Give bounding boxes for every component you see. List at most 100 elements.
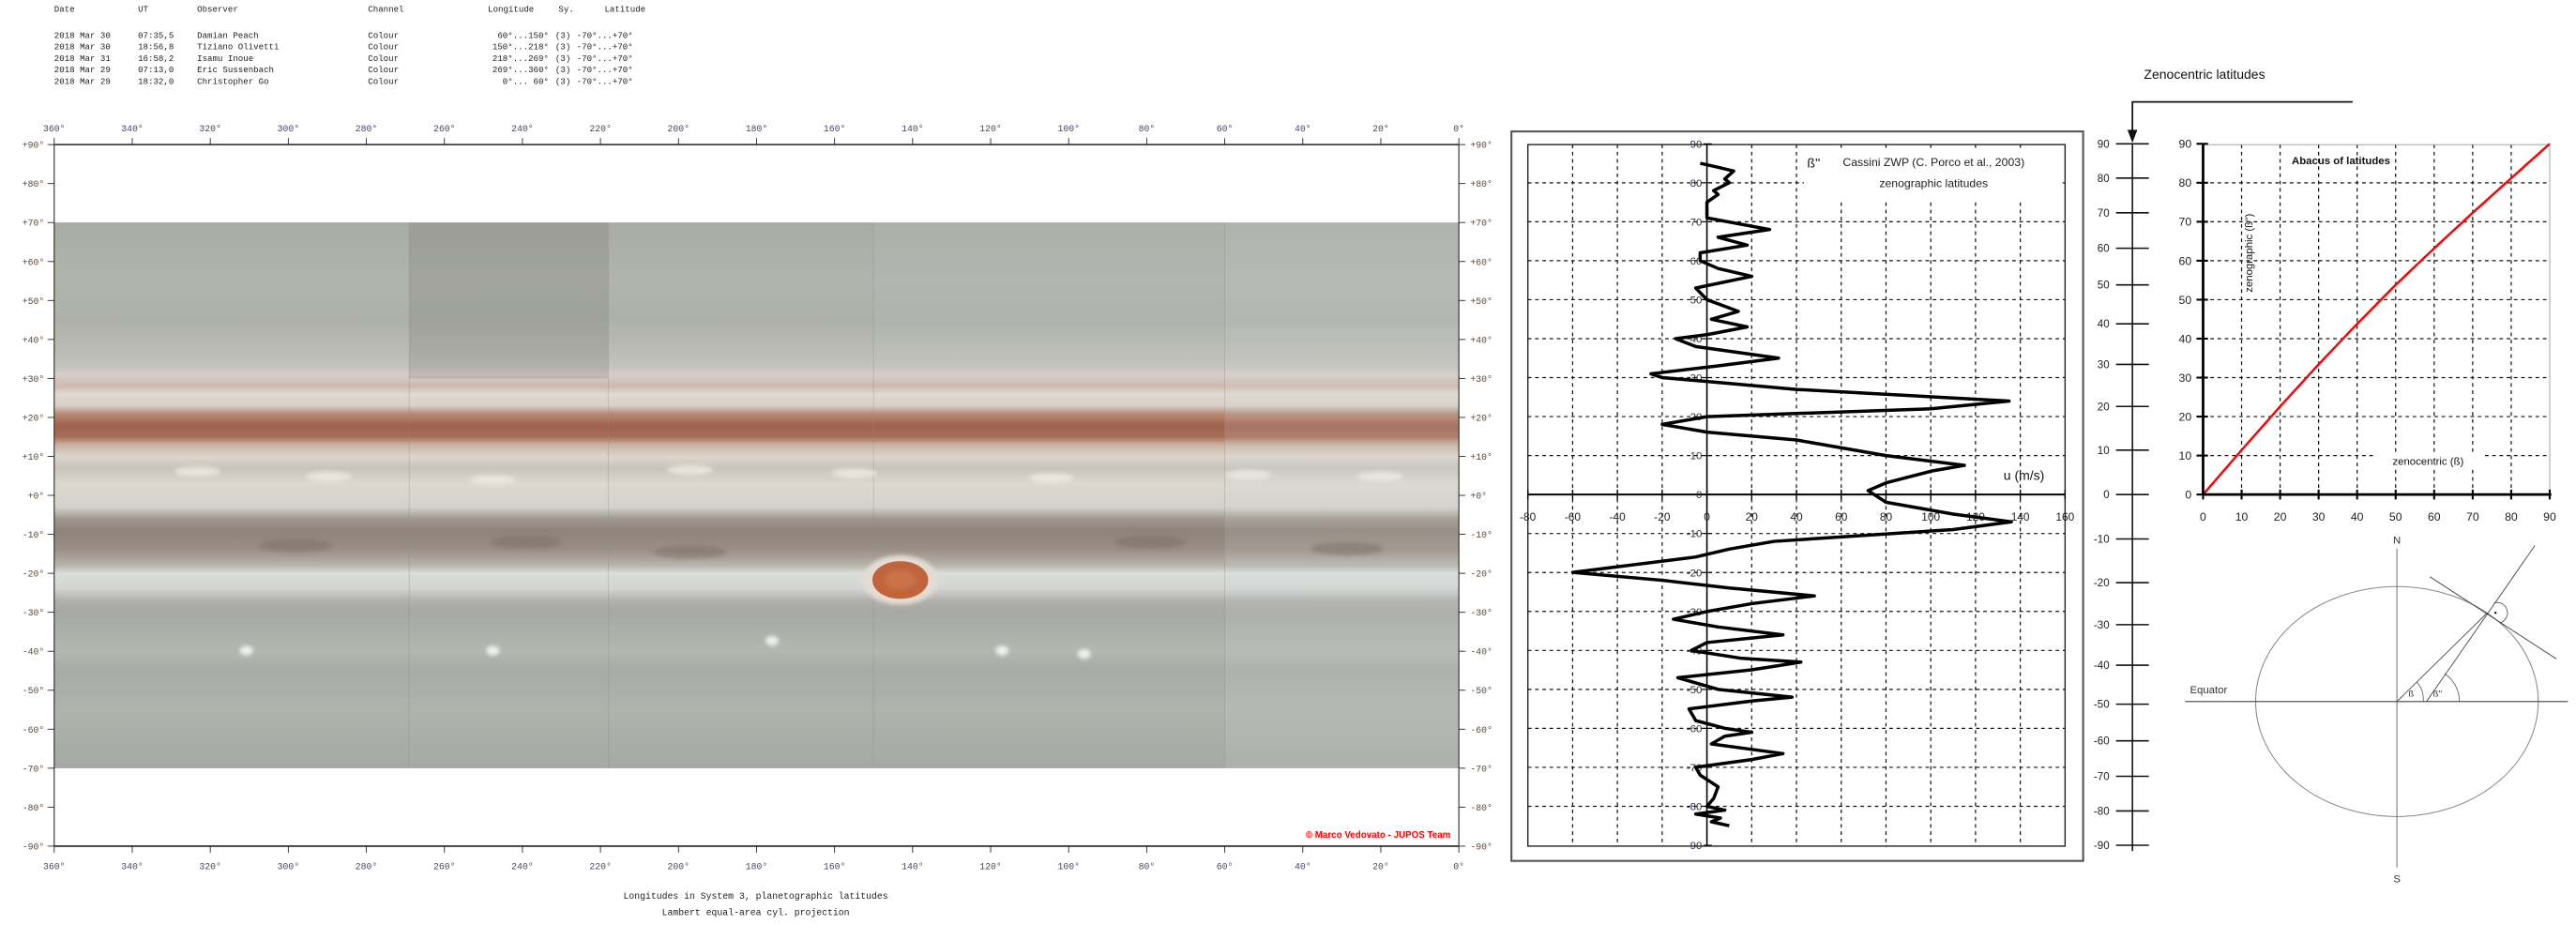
table-cell: 07:13,0 bbox=[138, 65, 174, 75]
abacus-x-tick-label: 40 bbox=[2351, 510, 2364, 523]
lat-label-left: +50° bbox=[23, 296, 45, 307]
abacus-conversion-line bbox=[2202, 143, 2551, 495]
lon-label-bottom: 40° bbox=[1295, 861, 1311, 872]
abacus-y-tick-label: 90 bbox=[2179, 138, 2192, 151]
lat-label-right: +50° bbox=[1470, 296, 1493, 307]
lon-label-top: 120° bbox=[979, 124, 1002, 134]
abacus-y-tick-label: 20 bbox=[2179, 410, 2192, 423]
table-cell: (3) bbox=[555, 76, 570, 86]
arrowhead-icon bbox=[2127, 129, 2138, 144]
table-cell: 18:32,0 bbox=[138, 76, 174, 86]
lon-label-top: 360° bbox=[43, 124, 66, 134]
lon-label-top: 200° bbox=[668, 124, 690, 134]
table-cell: 218°...269° bbox=[492, 53, 549, 64]
abacus-y-tick-label: 80 bbox=[2179, 176, 2192, 190]
zenocentric-tick-label: -70 bbox=[2094, 772, 2110, 783]
table-cell: 07:35,5 bbox=[138, 30, 174, 40]
lon-label-top: 280° bbox=[356, 124, 378, 134]
mosaic-segment-shade bbox=[409, 222, 609, 379]
lon-label-bottom: 340° bbox=[121, 861, 144, 872]
lat-label-right: +70° bbox=[1470, 219, 1493, 229]
table-row: 2018 Mar 29 07:13,0 Eric Sussenbach Colour 2… bbox=[54, 65, 633, 75]
lon-label-top: 260° bbox=[433, 124, 456, 134]
zwp-y-axis-label: ß'' bbox=[1807, 156, 1820, 171]
lat-label-left: +10° bbox=[23, 452, 45, 462]
zenocentric-tick-label: 30 bbox=[2098, 359, 2110, 371]
zwp-y-tick-label: 80 bbox=[1690, 178, 1703, 190]
lat-label-left: +80° bbox=[23, 179, 45, 190]
zwp-y-tick-label: 40 bbox=[1690, 334, 1703, 345]
zwp-y-tick-label: 0 bbox=[1696, 490, 1702, 501]
seb-feature bbox=[259, 538, 332, 553]
lon-label-bottom: 100° bbox=[1057, 861, 1080, 872]
zwp-y-tick-label: -20 bbox=[1687, 568, 1702, 579]
map-caption-line1: Longitudes in System 3, planetographic l… bbox=[623, 891, 887, 902]
zwp-x-tick-label: 40 bbox=[1790, 510, 1803, 523]
observation-table: Date UT Observer Channel Longitude Sy. Latitud… bbox=[54, 4, 645, 86]
lon-label-bottom: 260° bbox=[433, 861, 456, 872]
zwp-y-tick-label: -60 bbox=[1687, 723, 1702, 735]
lon-label-bottom: 20° bbox=[1372, 861, 1389, 872]
zenocentric-latitude-scale: Zenocentric latitudes 90 80 70 60 50 40 30 20 10… bbox=[2094, 67, 2353, 852]
lat-label-right: +40° bbox=[1470, 335, 1493, 345]
abacus-x-tick-label: 0 bbox=[2200, 510, 2206, 523]
seb-feature bbox=[654, 545, 727, 559]
lon-label-bottom: 60° bbox=[1217, 861, 1234, 872]
lat-label-right: -90° bbox=[1470, 842, 1493, 852]
lat-label-right: -80° bbox=[1470, 803, 1493, 813]
abacus-y-tick-label: 10 bbox=[2179, 449, 2192, 462]
tangent-line bbox=[2429, 576, 2557, 660]
abacus-y-axis-label: zenographic (ß'') bbox=[2244, 214, 2255, 293]
lat-label-left: -70° bbox=[23, 764, 45, 774]
table-cell: Eric Sussenbach bbox=[197, 65, 274, 75]
lon-label-bottom: 240° bbox=[511, 861, 534, 872]
lat-label-left: +30° bbox=[23, 374, 45, 385]
abacus-y-tick-label: 40 bbox=[2179, 332, 2192, 345]
right-angle-mark bbox=[2493, 601, 2508, 624]
zenocentric-tick-label: -50 bbox=[2094, 700, 2110, 711]
table-cell: 2018 Mar 30 bbox=[54, 30, 111, 40]
zwp-y-tick-label: -80 bbox=[1687, 801, 1702, 812]
abacus-x-label-background bbox=[2375, 453, 2484, 469]
table-cell: Colour bbox=[368, 76, 399, 86]
table-cell: 269°...360° bbox=[492, 65, 549, 75]
zwp-title: Cassini ZWP (C. Porco et al., 2003) bbox=[1842, 156, 2024, 169]
lon-label-top: 240° bbox=[511, 124, 534, 134]
zenocentric-tick-label: -60 bbox=[2094, 736, 2110, 748]
table-cell: (3) bbox=[555, 42, 570, 53]
zenocentric-tick-label: 0 bbox=[2103, 490, 2109, 501]
zenocentric-tick-label: 60 bbox=[2098, 244, 2110, 255]
lon-label-bottom: 200° bbox=[668, 861, 690, 872]
zwp-y-tick-label: 70 bbox=[1690, 217, 1703, 228]
abacus-x-tick-label: 30 bbox=[2312, 510, 2326, 523]
white-oval bbox=[765, 635, 780, 646]
lat-label-left: +70° bbox=[23, 219, 45, 229]
table-cell: Colour bbox=[368, 53, 399, 64]
zwp-y-tick-label: 50 bbox=[1690, 295, 1703, 306]
zwp-x-tick-label: 60 bbox=[1835, 510, 1848, 523]
lat-label-left: -90° bbox=[23, 842, 45, 852]
north-label: N bbox=[2393, 536, 2401, 547]
lon-label-top: 60° bbox=[1217, 124, 1234, 134]
table-row: 2018 Mar 29 18:32,0 Christopher Go Colour 0°… bbox=[54, 76, 633, 86]
lon-label-top: 340° bbox=[121, 124, 144, 134]
lon-label-top: 40° bbox=[1295, 124, 1311, 134]
zwp-x-tick-label: -80 bbox=[1520, 510, 1537, 523]
zenocentric-tick-label: -80 bbox=[2094, 806, 2110, 817]
mosaic-segment-shade bbox=[873, 222, 1225, 387]
table-cell: (3) bbox=[555, 65, 570, 75]
zenocentric-tick-label: 50 bbox=[2098, 281, 2110, 292]
abacus-y-tick-label: 70 bbox=[2179, 216, 2192, 229]
white-oval bbox=[1225, 469, 1272, 480]
beta-angle-arc bbox=[2416, 681, 2424, 702]
seb-feature bbox=[489, 535, 562, 549]
white-oval bbox=[174, 466, 220, 477]
zwp-y-tick-label: 90 bbox=[1690, 139, 1703, 150]
lat-label-left: -50° bbox=[23, 686, 45, 696]
lat-label-right: -70° bbox=[1470, 764, 1493, 774]
zenocentric-tick-label: 20 bbox=[2098, 402, 2110, 413]
lon-label-top: 300° bbox=[278, 124, 300, 134]
abacus-y-tick-label: 30 bbox=[2179, 372, 2192, 385]
table-cell: -70°...+70° bbox=[577, 76, 633, 86]
table-cell: 2018 Mar 29 bbox=[54, 65, 111, 75]
